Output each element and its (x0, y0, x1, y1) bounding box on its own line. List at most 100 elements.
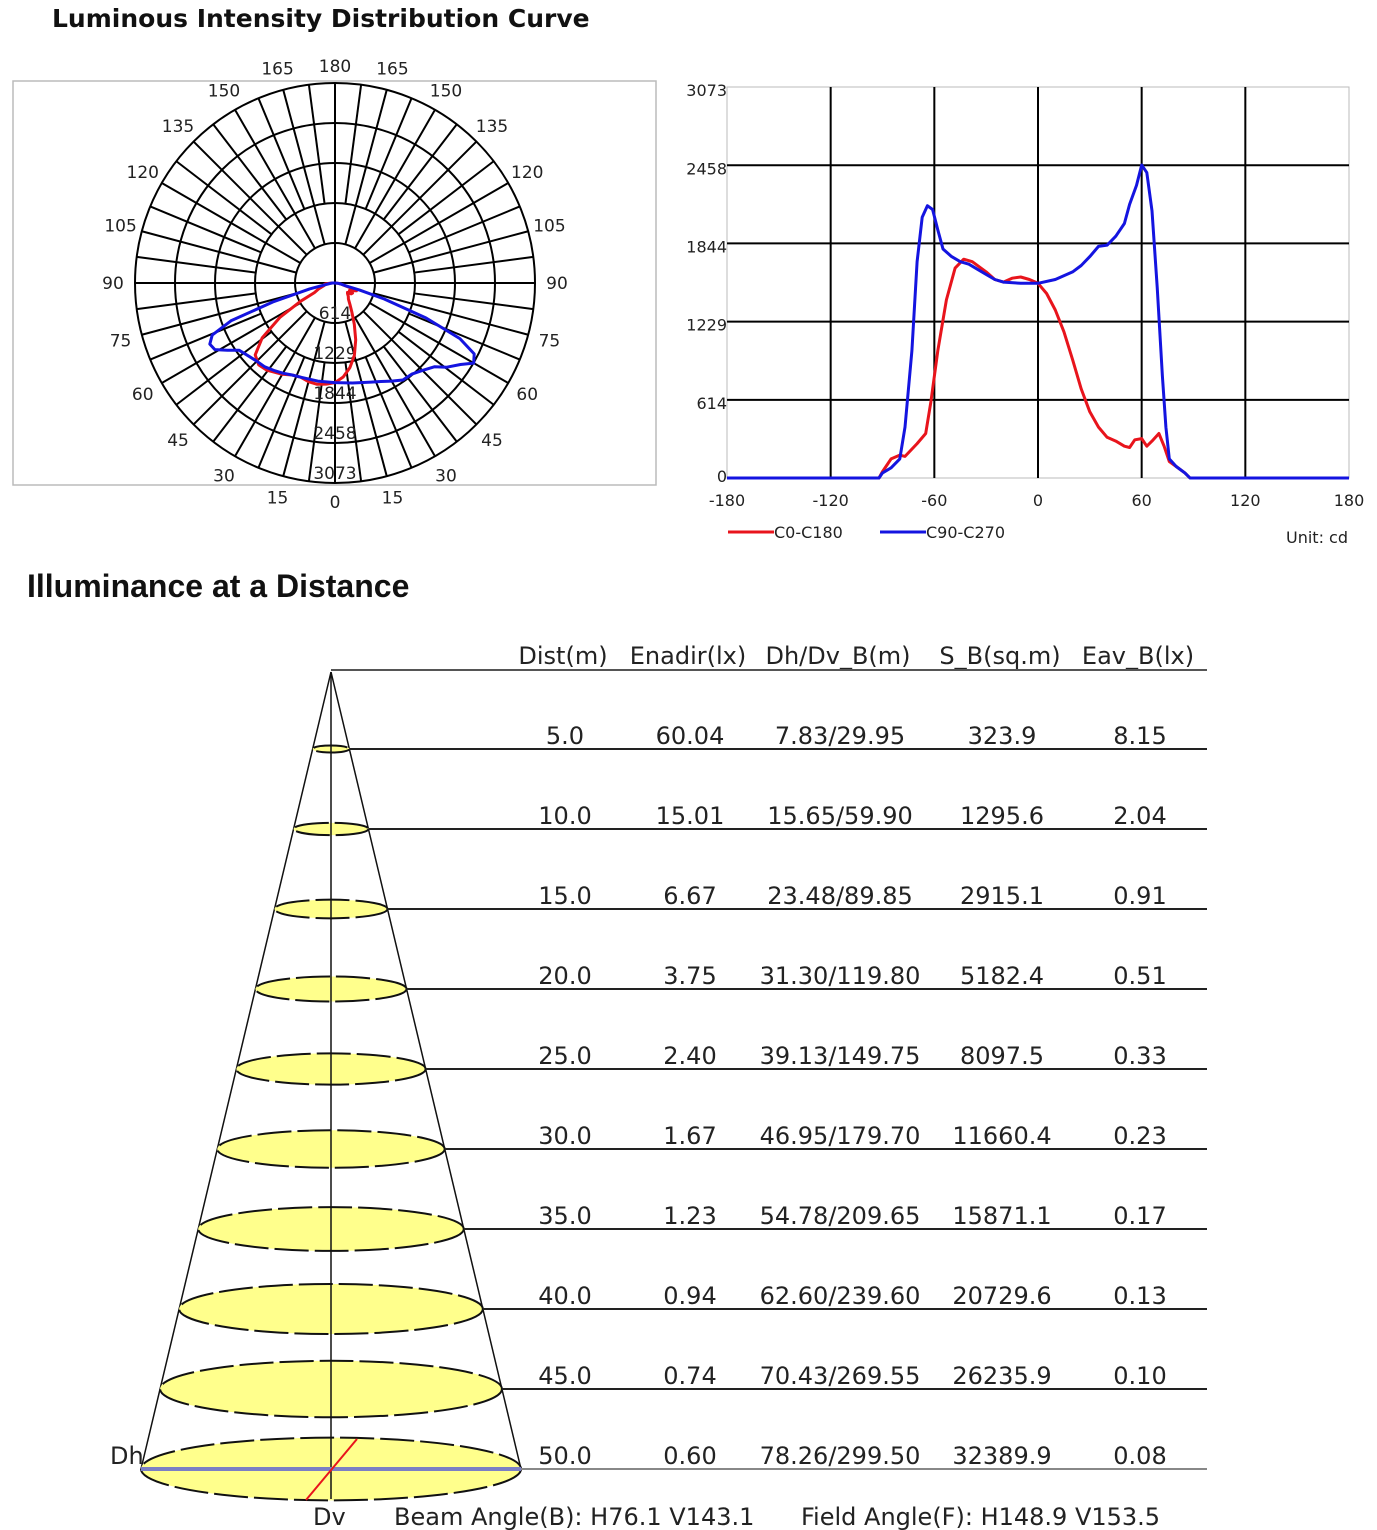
table-cell: 23.48/89.85 (767, 882, 913, 910)
y-tick-label: 1229 (686, 316, 727, 335)
table-header-cell: Enadir(lx) (630, 642, 746, 670)
polar-ring-label: 1229 (313, 344, 356, 364)
polar-ring-label: 1844 (313, 384, 356, 404)
table-cell: 1.67 (663, 1122, 716, 1150)
polar-angle-label-left: 135 (162, 117, 194, 137)
table-cell: 78.26/299.50 (760, 1442, 921, 1470)
line-series-c0-c180 (727, 257, 1349, 480)
table-cell: 1.23 (663, 1202, 716, 1230)
polar-angle-label-right: 105 (533, 217, 565, 237)
polar-spoke-minor (344, 84, 363, 204)
line-series-c90-c270 (727, 163, 1349, 480)
table-cell: 40.0 (538, 1282, 591, 1310)
x-tick-label: -180 (709, 491, 745, 510)
table-cell: 0.23 (1113, 1122, 1166, 1150)
table-cell: 35.0 (538, 1202, 591, 1230)
legend-label-c0-c180: C0-C180 (774, 523, 843, 542)
polar-angle-label-left: 150 (208, 82, 240, 102)
polar-spoke (344, 321, 388, 477)
table-cell: 8097.5 (960, 1042, 1044, 1070)
polar-spoke-minor (212, 345, 288, 443)
polar-spoke (282, 321, 326, 477)
table-cell: 0.51 (1113, 962, 1166, 990)
polar-spoke (369, 182, 509, 264)
x-tick-label: 60 (1131, 491, 1151, 510)
table-cell: 7.83/29.95 (775, 722, 905, 750)
polar-spoke (192, 140, 308, 256)
table-cell: 15.65/59.90 (767, 802, 913, 830)
polar-spoke-minor (364, 97, 413, 210)
polar-angle-label-right: 45 (481, 431, 503, 451)
polar-ring-label: 614 (319, 304, 351, 324)
table-cell: 10.0 (538, 802, 591, 830)
polar-spoke-minor (257, 97, 306, 210)
polar-angle-label-left: 30 (213, 466, 235, 486)
table-cell: 62.60/239.60 (760, 1282, 921, 1310)
polar-spoke-minor (364, 356, 413, 469)
polar-spoke (141, 292, 297, 336)
polar-ring-label: 3073 (313, 464, 356, 484)
polar-spoke-minor (149, 205, 262, 254)
x-tick-label: -60 (921, 491, 947, 510)
polar-spoke-minor (414, 292, 534, 311)
table-cell: 46.95/179.70 (760, 1122, 921, 1150)
polar-angle-label-left: 45 (167, 431, 189, 451)
polar-spoke (373, 230, 529, 274)
y-tick-label: 2458 (686, 159, 727, 178)
table-cell: 25.0 (538, 1042, 591, 1070)
polar-spoke (141, 230, 297, 274)
table-cell: 15.0 (538, 882, 591, 910)
table-cell: 30.0 (538, 1122, 591, 1150)
table-cell: 31.30/119.80 (760, 962, 921, 990)
polar-spoke (362, 140, 478, 256)
table-header-cell: Dh/Dv_B(m) (765, 642, 910, 670)
polar-angle-label-left: 105 (104, 217, 136, 237)
table-cell: 0.91 (1113, 882, 1166, 910)
table-cell: 5.0 (546, 722, 584, 750)
polar-angle-label-left: 165 (261, 60, 293, 80)
polar-spoke (161, 182, 301, 264)
illuminance-title: Illuminance at a Distance (27, 568, 409, 604)
x-tick-label: 120 (1230, 491, 1261, 510)
y-tick-label: 614 (696, 394, 727, 413)
table-cell: 45.0 (538, 1362, 591, 1390)
polar-angle-label-right: 120 (511, 163, 543, 183)
table-cell: 20729.6 (952, 1282, 1051, 1310)
polar-spoke-minor (382, 345, 458, 443)
table-cell: 50.0 (538, 1442, 591, 1470)
table-cell: 0.08 (1113, 1442, 1166, 1470)
y-tick-label: 3073 (686, 81, 727, 100)
table-cell: 60.04 (656, 722, 725, 750)
table-cell: 0.33 (1113, 1042, 1166, 1070)
table-cell: 2.40 (663, 1042, 716, 1070)
y-tick-label: 1844 (686, 237, 727, 256)
table-cell: 0.74 (663, 1362, 716, 1390)
luminous-title: Luminous Intensity Distribution Curve (52, 4, 590, 33)
table-cell: 0.94 (663, 1282, 716, 1310)
polar-angle-label-left: 60 (132, 385, 154, 405)
polar-angle-label-right: 75 (539, 331, 561, 351)
polar-curve-c90-c270 (208, 281, 476, 385)
polar-spoke (234, 109, 316, 249)
polar-spoke-minor (382, 123, 458, 221)
table-cell: 2.04 (1113, 802, 1166, 830)
table-cell: 3.75 (663, 962, 716, 990)
polar-spoke-minor (175, 330, 273, 406)
table-cell: 2915.1 (960, 882, 1044, 910)
illuminance-cone-diagram (140, 671, 522, 1502)
x-tick-label: -120 (813, 491, 849, 510)
dv-line (305, 1438, 358, 1501)
polar-spoke (282, 89, 326, 245)
x-tick-label: 180 (1334, 491, 1365, 510)
table-cell: 70.43/269.55 (760, 1362, 921, 1390)
table-cell: 323.9 (968, 722, 1037, 750)
polar-spoke (344, 89, 388, 245)
polar-ring-label: 2458 (313, 424, 356, 444)
polar-angle-label-right: 150 (430, 82, 462, 102)
polar-spoke-minor (136, 292, 256, 311)
polar-angle-label-left: 90 (102, 274, 124, 294)
x-tick-label: 0 (1033, 491, 1043, 510)
cone-left-edge (140, 671, 332, 1470)
